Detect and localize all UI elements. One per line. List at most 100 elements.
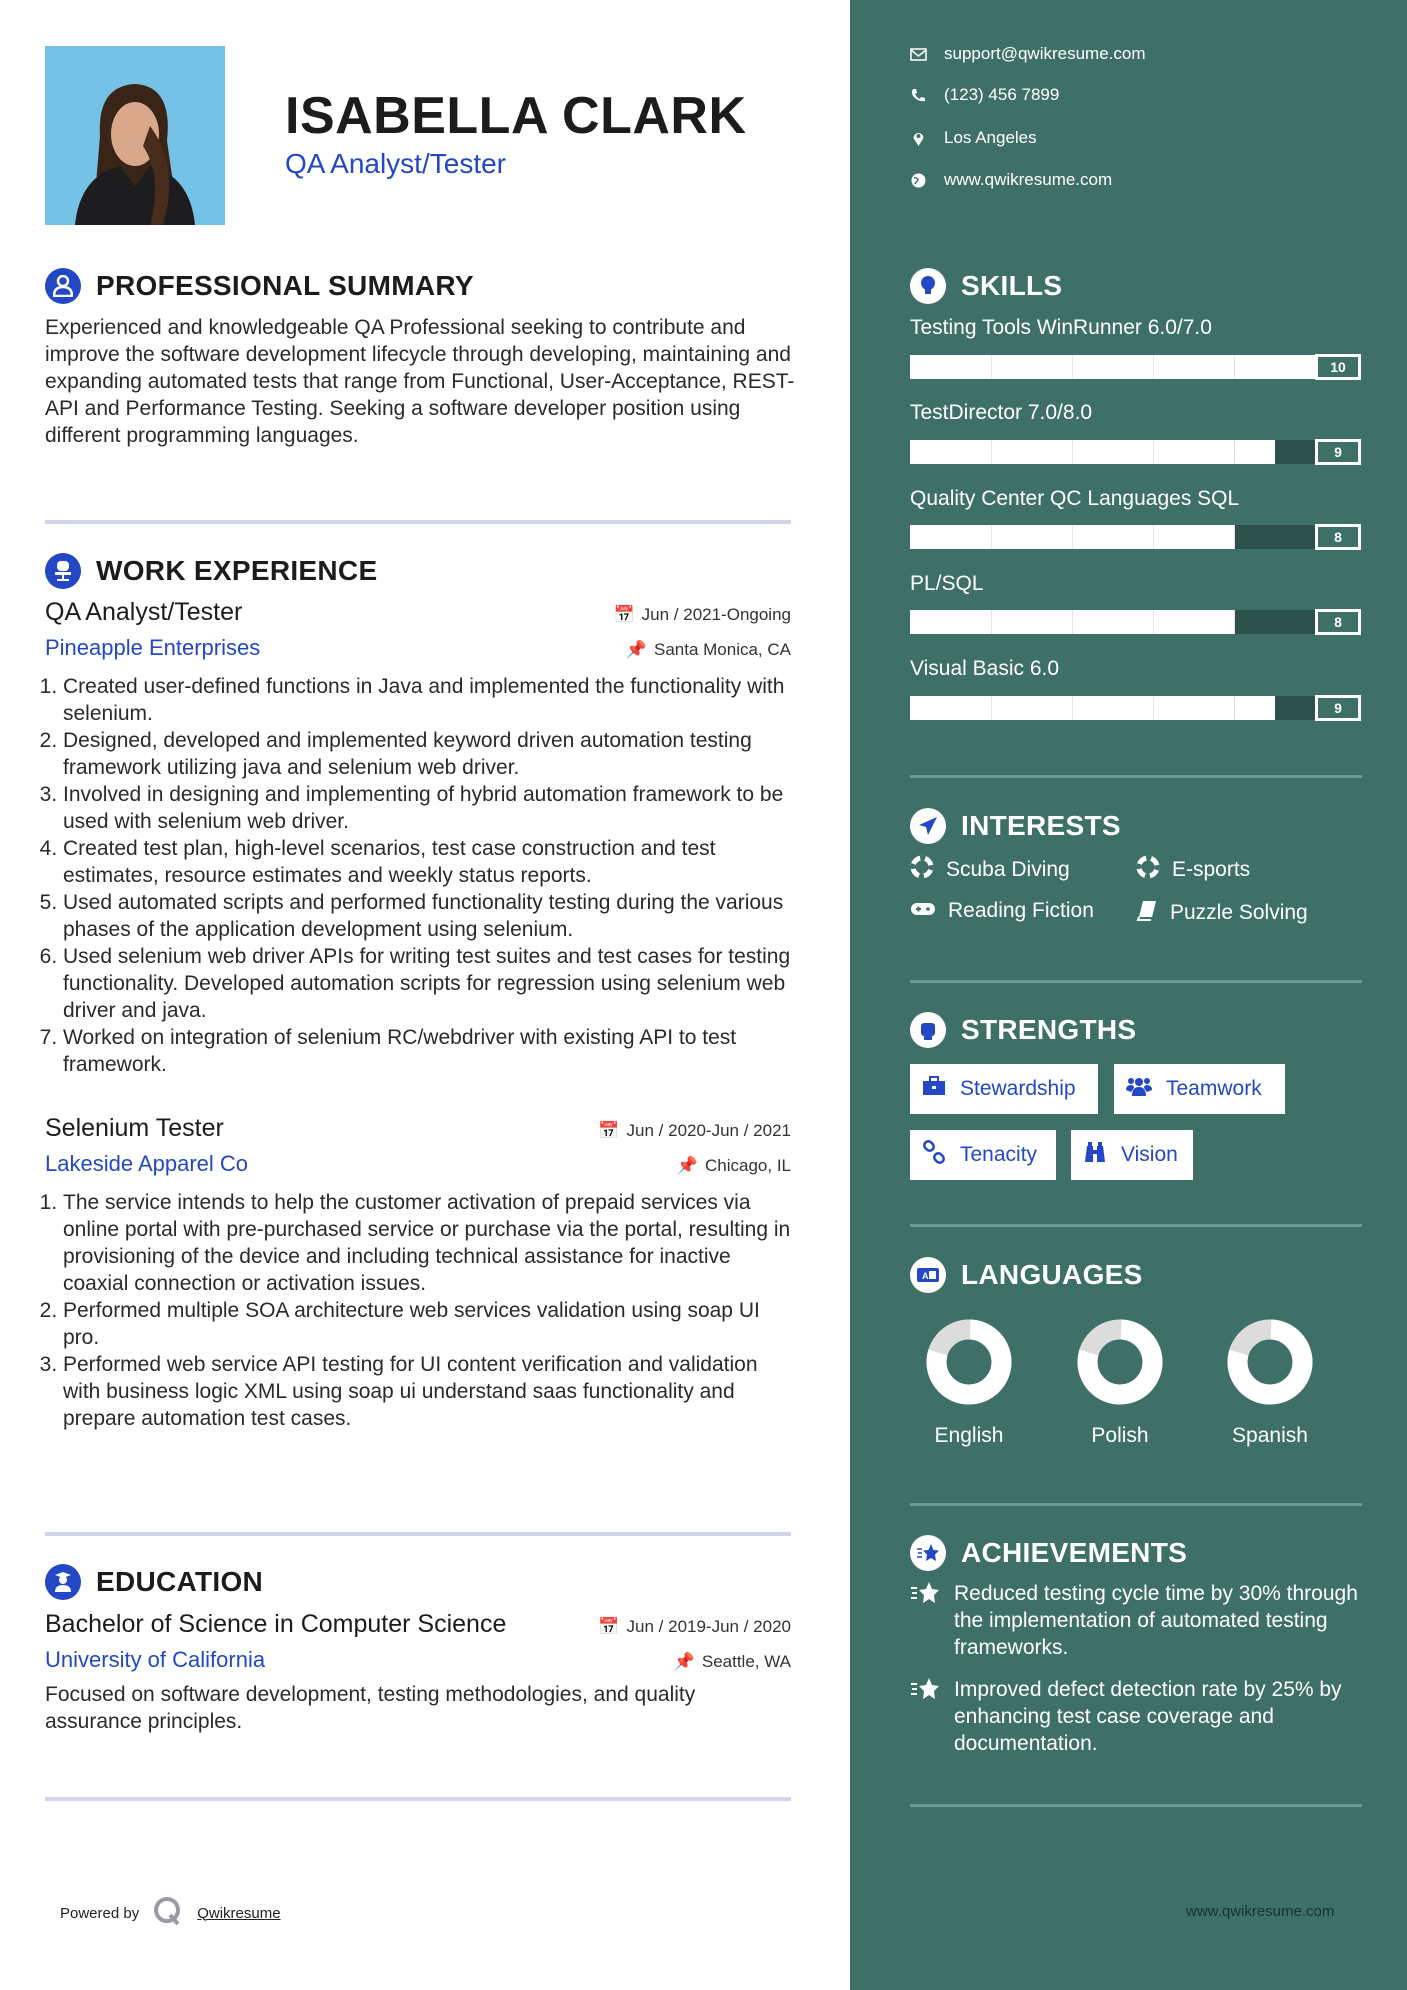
section-divider: [45, 520, 791, 524]
strength-label: Stewardship: [960, 1077, 1076, 1100]
skills-heading: SKILLS: [910, 268, 1062, 304]
bullet: Designed, developed and implemented keyw…: [63, 727, 791, 781]
interest-label: Reading Fiction: [948, 899, 1094, 922]
qwikresume-link[interactable]: Qwikresume: [197, 1904, 281, 1922]
email-text: support@qwikresume.com: [944, 44, 1146, 63]
skill-bar: 8: [910, 524, 1361, 550]
contact-phone: (123) 456 7899: [910, 85, 1059, 105]
education-location: Seattle, WA: [701, 1652, 791, 1671]
job-bullets: The service intends to help the customer…: [45, 1189, 791, 1432]
user-icon: [45, 268, 81, 304]
pin-icon: 📌: [673, 1652, 695, 1671]
strength-label: Teamwork: [1166, 1077, 1262, 1100]
achievements-heading-text: ACHIEVEMENTS: [961, 1537, 1188, 1568]
education-entry: Bachelor of Science in Computer Science …: [45, 1610, 791, 1735]
skill-segment-divider: [991, 440, 992, 464]
contact-website: www.qwikresume.com: [910, 170, 1112, 190]
skill-segment-divider: [1153, 525, 1154, 549]
contact-email: support@qwikresume.com: [910, 44, 1146, 64]
skill-segment-divider: [1234, 440, 1235, 464]
language-label: Spanish: [1232, 1424, 1308, 1447]
globe-icon: [911, 173, 926, 187]
map-pin-icon: [913, 132, 924, 146]
fist-icon: [910, 1012, 946, 1048]
degree: Bachelor of Science in Computer Science: [45, 1610, 507, 1638]
job-entry: QA Analyst/Tester 📅 Jun / 2021-Ongoing Pi…: [45, 598, 791, 1078]
skill-segment-divider: [1072, 525, 1073, 549]
bullet: Created test plan, high-level scenarios,…: [63, 835, 791, 889]
qwikresume-logo: [153, 1896, 183, 1930]
donut-fill: [1227, 1319, 1313, 1405]
sidebar-divider: [910, 1224, 1362, 1227]
skill-bar: 9: [910, 439, 1361, 465]
location-text: Los Angeles: [944, 128, 1037, 147]
strengths-heading: STRENGTHS: [910, 1012, 1136, 1048]
education-date: Jun / 2019-Jun / 2020: [626, 1617, 791, 1636]
interests-heading-text: INTERESTS: [961, 810, 1121, 841]
candidate-name: ISABELLA CLARK: [285, 87, 747, 145]
powered-by-text: Powered by: [60, 1904, 140, 1922]
translate-icon: A: [910, 1257, 946, 1293]
skill-segment-divider: [1072, 440, 1073, 464]
summary-text: Experienced and knowledgeable QA Profess…: [45, 316, 795, 447]
job-company: Pineapple Enterprises: [45, 635, 261, 660]
languages-heading-text: LANGUAGES: [961, 1259, 1143, 1290]
star-icon: [910, 1676, 940, 1757]
skill-track: [910, 440, 1315, 464]
graduate-icon: [45, 1564, 81, 1600]
bullet: Created user-defined functions in Java a…: [63, 673, 791, 727]
sidebar-divider: [910, 775, 1362, 778]
powered-by: Powered by Qwikresume: [60, 1896, 281, 1930]
job-title: QA Analyst/Tester: [45, 598, 243, 626]
strengths-heading-text: STRENGTHS: [961, 1014, 1137, 1045]
life-ring-icon: [1136, 855, 1160, 885]
pin-icon: 📌: [625, 640, 647, 659]
sidebar-divider: [910, 1503, 1362, 1506]
link-icon: [922, 1140, 946, 1170]
section-divider: [45, 1532, 791, 1536]
skill-label: TestDirector 7.0/8.0: [910, 401, 1093, 424]
sidebar: [850, 0, 1407, 1990]
skill-fill: [910, 440, 1275, 464]
achievements-heading: ACHIEVEMENTS: [910, 1535, 1187, 1571]
school: University of California: [45, 1647, 266, 1672]
skill-level: 8: [1315, 609, 1361, 635]
binoculars-icon: [1083, 1140, 1107, 1170]
bullet: Involved in designing and implementing o…: [63, 781, 791, 835]
candidate-title: QA Analyst/Tester: [285, 148, 506, 179]
job-location: Chicago, IL: [705, 1156, 791, 1175]
strength-label: Tenacity: [960, 1143, 1038, 1166]
envelope-icon: [910, 47, 927, 61]
interest-item: Scuba Diving: [910, 855, 1070, 885]
job-bullets: Created user-defined functions in Java a…: [45, 673, 791, 1078]
book-icon: [1136, 899, 1158, 927]
achievement-text: Reduced testing cycle time by 30% throug…: [954, 1582, 1358, 1659]
gamepad-icon: [910, 899, 936, 923]
interest-label: E-sports: [1172, 858, 1251, 881]
interest-label: Puzzle Solving: [1170, 901, 1308, 924]
bullet: Performed web service API testing for UI…: [63, 1351, 791, 1432]
job-title: Selenium Tester: [45, 1114, 224, 1142]
skill-bar: 8: [910, 609, 1361, 635]
paper-plane-icon: [910, 808, 946, 844]
briefcase-icon: [922, 1076, 946, 1102]
profile-photo: [45, 46, 225, 225]
interest-item: Puzzle Solving: [1136, 899, 1308, 927]
skill-track: [910, 355, 1315, 379]
footer-website-link[interactable]: www.qwikresume.com: [1186, 1903, 1335, 1920]
skill-segment-divider: [1072, 610, 1073, 634]
skill-segment-divider: [991, 696, 992, 720]
skill-label: Quality Center QC Languages SQL: [910, 487, 1240, 510]
skill-segment-divider: [1234, 696, 1235, 720]
skill-segment-divider: [991, 610, 992, 634]
skill-level: 10: [1315, 354, 1361, 380]
pin-icon: 📌: [676, 1156, 698, 1175]
phone-text: (123) 456 7899: [944, 85, 1060, 104]
phone-icon: [912, 88, 925, 101]
donut-fill: [1077, 1319, 1163, 1405]
sidebar-divider: [910, 980, 1362, 983]
skill-segment-divider: [1153, 355, 1154, 379]
skill-segment-divider: [1153, 440, 1154, 464]
website-text: www.qwikresume.com: [944, 170, 1113, 189]
skill-track: [910, 525, 1315, 549]
